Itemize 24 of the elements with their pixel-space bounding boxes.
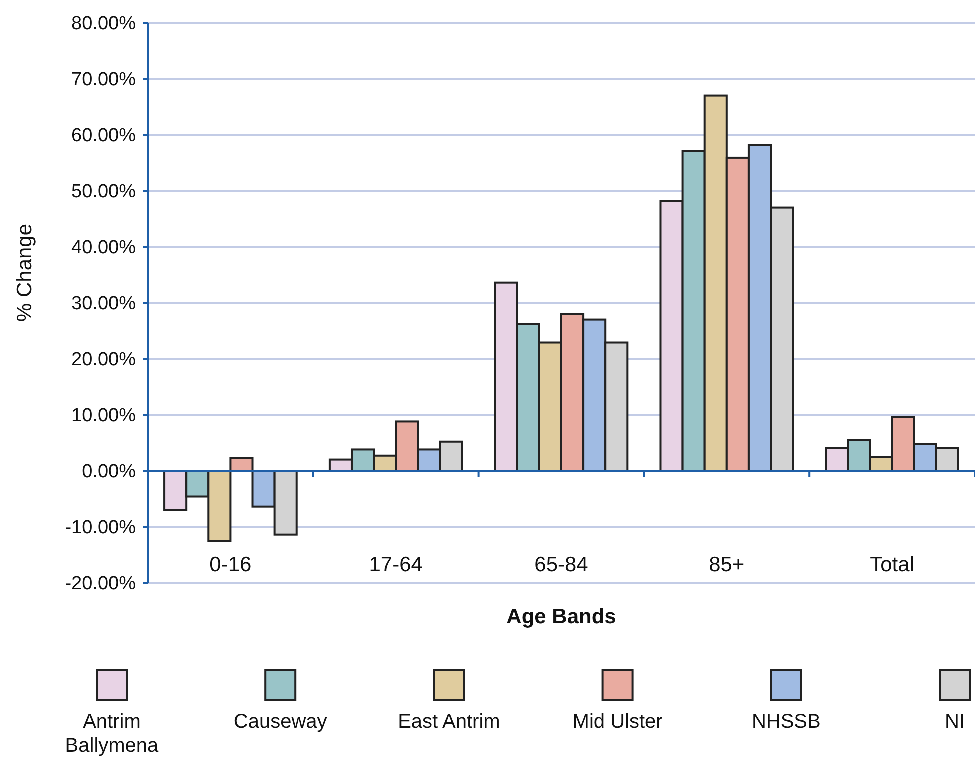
x-tick-label: 17-64 bbox=[369, 553, 424, 576]
x-tick-label: 85+ bbox=[709, 553, 745, 576]
legend-label: East Antrim bbox=[398, 711, 500, 733]
y-tick-label: 20.00% bbox=[72, 350, 136, 371]
y-tick-label: 10.00% bbox=[72, 406, 136, 427]
y-tick-label: -10.00% bbox=[65, 518, 136, 539]
x-tick-label: Total bbox=[870, 553, 914, 576]
legend-label: NHSSB bbox=[752, 711, 821, 733]
y-tick-label: 0.00% bbox=[82, 462, 136, 483]
y-tick-label: 70.00% bbox=[72, 70, 136, 91]
y-tick-label: 40.00% bbox=[72, 238, 136, 259]
y-tick-label: 50.00% bbox=[72, 182, 136, 203]
legend-label: Antrim Ballymena bbox=[65, 711, 160, 757]
y-axis-title: % Change bbox=[13, 224, 36, 322]
x-axis-title: Age Bands bbox=[506, 605, 616, 628]
y-tick-label: -20.00% bbox=[65, 574, 136, 595]
legend-label: Causeway bbox=[234, 711, 328, 733]
legend-label: NI bbox=[945, 711, 965, 733]
x-tick-label: 0-16 bbox=[210, 553, 252, 576]
legend-label: Mid Ulster bbox=[572, 711, 664, 733]
y-tick-label: 60.00% bbox=[72, 126, 136, 147]
x-tick-label: 65-84 bbox=[534, 553, 589, 576]
y-tick-label: 80.00% bbox=[72, 14, 136, 35]
y-tick-label: 30.00% bbox=[72, 294, 136, 315]
